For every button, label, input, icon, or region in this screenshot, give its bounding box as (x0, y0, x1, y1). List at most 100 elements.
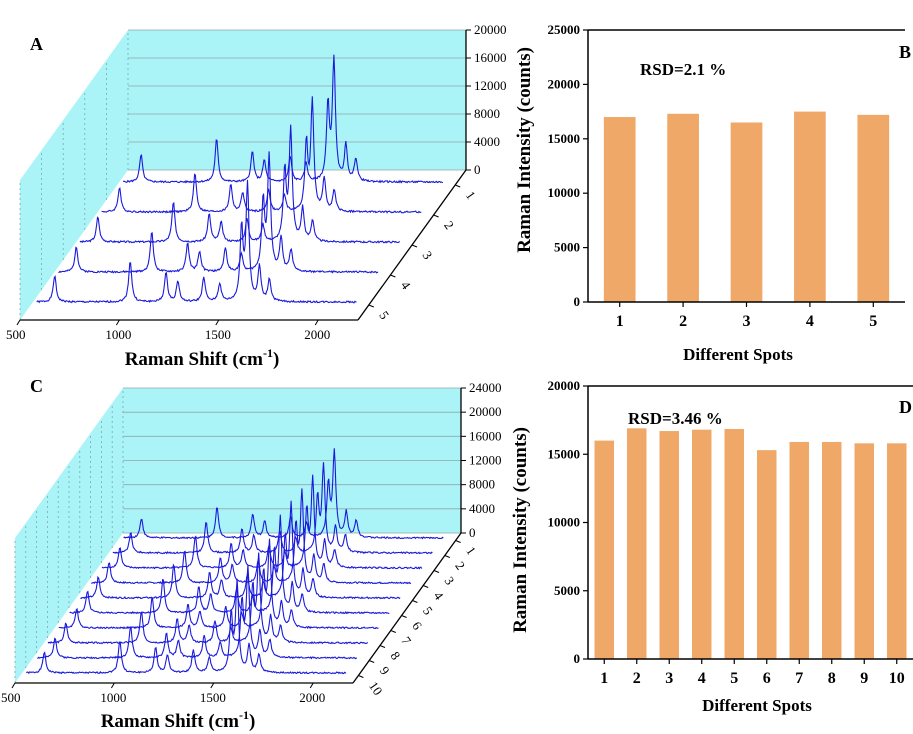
spot-tick-mark (433, 214, 439, 218)
spot-tick-label: 1 (463, 188, 479, 202)
x-tick-mark (309, 682, 314, 689)
panel-c-spot-ticks: 1 2 3 4 5 6 7 8 9 10 (366, 544, 479, 698)
spot-tick-mark (423, 585, 429, 588)
panel-a-label: A (30, 34, 43, 54)
panel-c-intensity-ticks: 0 4000 8000 12000 16000 20000 24000 (469, 380, 502, 540)
x-tick-label: 4 (806, 313, 814, 330)
x-tick-label: 1 (616, 313, 624, 330)
panel-c-x-ticks: 500 1000 1500 2000 (1, 690, 325, 705)
spot-tick-label: 3 (420, 248, 436, 262)
bar (887, 443, 907, 659)
bar (822, 441, 842, 659)
x-tick-label: 8 (828, 670, 836, 687)
spot-tick-label: 5 (420, 604, 436, 618)
x-tick-label: 4 (698, 670, 706, 687)
spot-tick-mark (433, 570, 440, 573)
x-tick-label: 2 (633, 670, 641, 687)
panel-b-y-axis-title: Raman Intensity (counts) (514, 47, 535, 253)
x-tick-mark (16, 319, 21, 326)
spectrum-line (79, 124, 401, 244)
panel-c-spectra (25, 448, 444, 675)
z-tick-label: 24000 (469, 380, 502, 395)
spot-tick-mark (369, 660, 375, 663)
bar (659, 431, 679, 659)
y-tick-label: 15000 (548, 131, 581, 146)
panel-a-grid (19, 29, 466, 320)
bar (730, 122, 763, 302)
spectrum-line (123, 448, 444, 540)
panel-b-axes (583, 29, 905, 307)
x-tick-mark (115, 319, 120, 326)
x-tick-label: 2 (679, 313, 687, 330)
panel-c-x-axis-title: Raman Shift (cm-1) (101, 708, 256, 732)
z-tick-label: 4000 (469, 501, 495, 516)
panel-d-x-ticks: 1 2 3 4 5 6 7 8 9 10 (600, 670, 905, 687)
spectrum-line (112, 462, 433, 555)
panel-d-rsd-annotation: RSD=3.46 % (628, 409, 723, 428)
spectrum-line (25, 578, 347, 675)
z-tick-label: 16000 (474, 50, 507, 65)
x-tick-label: 6 (763, 670, 771, 687)
spectrum-line (101, 474, 423, 570)
y-tick-label: 0 (574, 294, 581, 309)
panel-b-y-ticks: 0 5000 10000 15000 20000 25000 (548, 22, 581, 309)
x-tick-label: 500 (6, 327, 26, 342)
bar (667, 113, 699, 302)
y-tick-label: 10000 (548, 185, 581, 200)
x-tick-label: 2000 (304, 327, 330, 342)
spot-tick-label: 7 (398, 634, 414, 648)
spot-tick-mark (368, 304, 374, 308)
spectrum-line (69, 514, 390, 615)
x-tick-mark (110, 682, 115, 689)
bar (724, 428, 744, 659)
panel-c-grid (14, 387, 461, 683)
y-tick-label: 20000 (548, 76, 581, 91)
spot-tick-label: 8 (388, 649, 404, 663)
bar (857, 114, 890, 302)
panel-c-axes (11, 387, 466, 689)
spot-tick-mark (444, 555, 450, 558)
y-tick-label: 10000 (548, 515, 581, 530)
spot-tick-label: 4 (398, 278, 414, 292)
spectrum-line (58, 538, 379, 630)
panel-d-y-axis-title: Raman Intensity (counts) (510, 427, 531, 633)
panel-c-side-wall (15, 388, 123, 683)
depth-axis-line (352, 532, 462, 684)
x-tick-label: 9 (860, 670, 868, 687)
z-tick-label: 8000 (474, 106, 500, 121)
spot-tick-label: 2 (441, 218, 457, 232)
y-tick-label: 5000 (554, 240, 580, 255)
y-tick-label: 0 (574, 651, 581, 666)
spot-tick-mark (411, 244, 418, 248)
spot-tick-mark (390, 274, 396, 278)
panel-a-waterfall-chart: A 500 1000 1500 2000 0 4000 8000 12000 1… (6, 22, 507, 370)
x-tick-label: 1 (600, 670, 608, 687)
x-tick-label: 1500 (200, 690, 226, 705)
x-tick-label: 1000 (105, 327, 131, 342)
spectrum-line (80, 500, 401, 600)
x-tick-label: 5 (730, 670, 738, 687)
panel-a-x-axis-title: Raman Shift (cm-1) (125, 346, 280, 370)
bar (757, 450, 777, 659)
panel-b-label: B (899, 42, 911, 62)
bar (627, 428, 647, 659)
panel-a-back-wall (128, 30, 466, 170)
spot-tick-label: 6 (409, 619, 425, 633)
z-tick-label: 0 (474, 162, 481, 177)
spot-tick-label: 3 (442, 574, 458, 588)
panel-c-waterfall-chart: C 500 1000 1500 2000 0 4000 8000 12000 1… (1, 376, 502, 732)
x-tick-label: 1000 (100, 690, 126, 705)
z-tick-label: 20000 (474, 22, 507, 37)
panel-d-bar-chart: D RSD=3.46 % 0 5000 10000 15000 20000 1 … (510, 378, 913, 715)
y-tick-label: 5000 (554, 583, 580, 598)
spot-tick-label: 9 (377, 664, 393, 678)
spot-tick-mark (379, 645, 386, 648)
panel-b-bars (603, 111, 890, 302)
x-tick-label: 1500 (205, 327, 231, 342)
y-tick-label: 20000 (548, 378, 581, 393)
panel-a-side-wall (20, 30, 128, 320)
x-tick-mark (314, 319, 319, 326)
panel-a-x-ticks: 500 1000 1500 2000 (6, 327, 330, 342)
panel-a-intensity-ticks: 0 4000 8000 12000 16000 20000 (474, 22, 507, 177)
